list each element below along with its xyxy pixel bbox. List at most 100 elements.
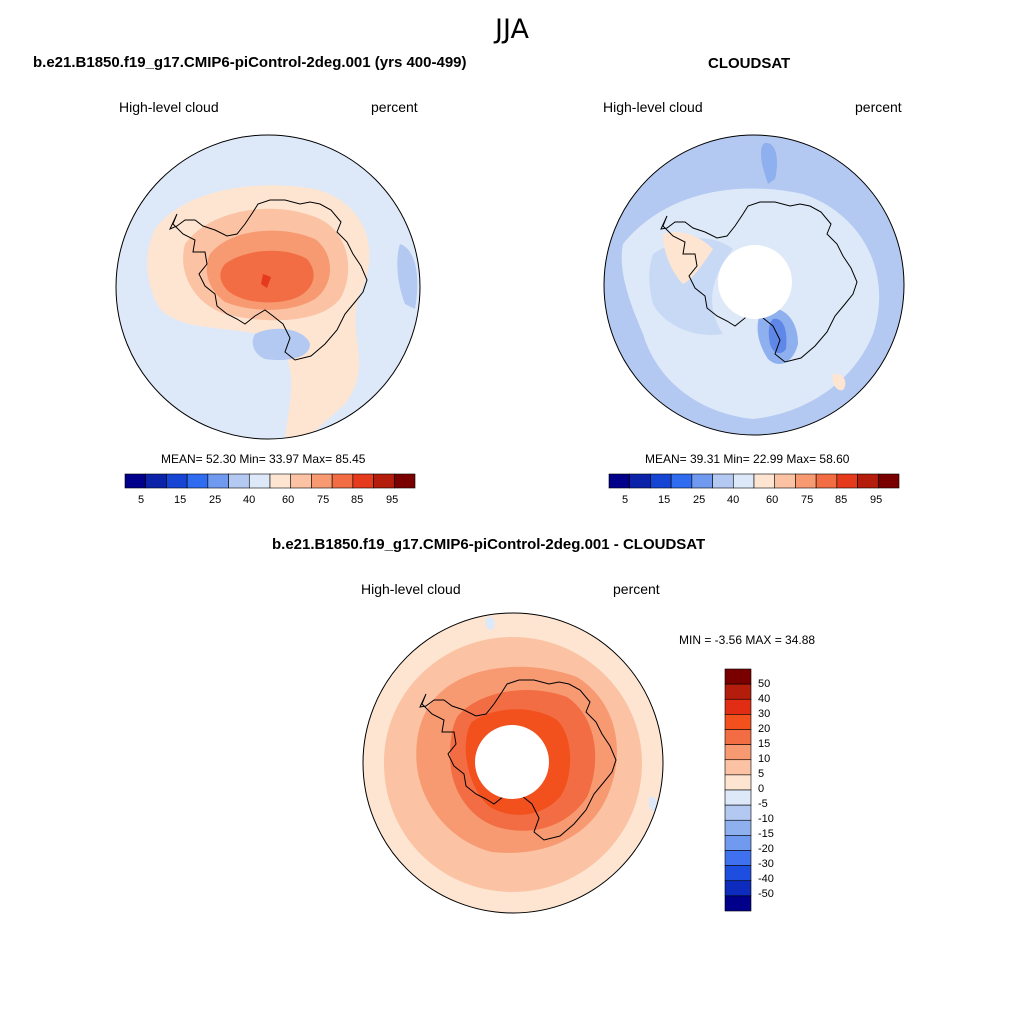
colorbar-swatch — [166, 473, 188, 489]
colorbar-swatch — [795, 473, 817, 489]
model-variable-label: High-level cloud — [119, 99, 219, 115]
diff-cb-label: -20 — [758, 843, 774, 855]
obs-cb-label: 40 — [727, 494, 740, 506]
model-panel-title: b.e21.B1850.f19_g17.CMIP6-piControl-2deg… — [33, 54, 467, 71]
colorbar-swatch — [724, 683, 752, 700]
obs-warm-spot — [832, 373, 846, 391]
colorbar-swatch — [186, 473, 209, 489]
colorbar-swatch — [774, 473, 796, 489]
obs-variable-label: High-level cloud — [603, 99, 703, 115]
model-stats: MEAN= 52.30 Min= 33.97 Max= 85.45 — [161, 452, 366, 466]
colorbar-swatch — [145, 473, 167, 489]
obs-cb-label: 15 — [658, 494, 671, 506]
colorbar-swatch — [724, 789, 752, 806]
model-colorbar — [124, 473, 416, 489]
obs-cb-label: 25 — [693, 494, 706, 506]
model-cb-label: 5 — [138, 494, 145, 506]
diff-cb-label: 5 — [758, 768, 765, 780]
diff-low-spot-east — [648, 796, 658, 812]
model-polar-map — [115, 134, 421, 440]
diff-colorbar — [724, 668, 752, 912]
colorbar-swatch — [724, 714, 752, 730]
colorbar-swatch — [753, 473, 776, 489]
colorbar-swatch — [724, 668, 752, 685]
model-units-label: percent — [371, 99, 418, 115]
diff-low-spot — [485, 616, 495, 630]
colorbar-swatch — [724, 865, 752, 882]
obs-cb-label: 95 — [870, 494, 883, 506]
obs-polar-map — [603, 134, 905, 436]
model-cb-label: 40 — [243, 494, 256, 506]
colorbar-swatch — [724, 850, 752, 866]
colorbar-swatch — [248, 473, 271, 489]
colorbar-swatch — [670, 473, 693, 489]
colorbar-swatch — [290, 473, 312, 489]
obs-cb-label: 85 — [835, 494, 848, 506]
diff-panel-title: b.e21.B1850.f19_g17.CMIP6-piControl-2deg… — [272, 536, 706, 553]
obs-colorbar — [608, 473, 900, 489]
colorbar-swatch — [732, 473, 755, 489]
colorbar-swatch — [877, 473, 900, 489]
diff-missing-data-hole — [475, 725, 549, 799]
colorbar-swatch — [352, 473, 374, 489]
diff-variable-label: High-level cloud — [361, 581, 461, 597]
model-colorbar-labels: 5 15 25 40 60 75 85 95 — [125, 494, 415, 508]
diff-cb-label: -40 — [758, 873, 774, 885]
colorbar-swatch — [724, 880, 752, 897]
obs-low-spot-north — [760, 143, 778, 184]
colorbar-swatch — [269, 473, 292, 489]
diff-cb-label: -5 — [758, 798, 768, 810]
model-cb-label: 95 — [386, 494, 399, 506]
colorbar-swatch — [124, 473, 147, 489]
diff-cb-label: 20 — [758, 723, 771, 735]
colorbar-swatch — [724, 804, 752, 821]
colorbar-swatch — [724, 759, 752, 776]
season-title: JJA — [495, 14, 529, 45]
diff-cb-label: 30 — [758, 708, 771, 720]
colorbar-swatch — [724, 819, 752, 836]
diff-cb-label: -10 — [758, 813, 774, 825]
diff-cb-label: 15 — [758, 738, 771, 750]
colorbar-swatch — [712, 473, 734, 489]
diff-cb-label: 0 — [758, 783, 765, 795]
obs-units-label: percent — [855, 99, 902, 115]
colorbar-swatch — [724, 698, 752, 715]
obs-cb-label: 60 — [766, 494, 779, 506]
model-cb-label: 75 — [317, 494, 330, 506]
diff-cb-label: 40 — [758, 693, 771, 705]
model-cb-label: 60 — [282, 494, 295, 506]
colorbar-swatch — [311, 473, 333, 489]
colorbar-swatch — [207, 473, 229, 489]
diff-cb-label: -50 — [758, 888, 774, 900]
colorbar-swatch — [331, 473, 354, 489]
diff-antarctica-coast — [419, 679, 617, 841]
model-antarctica-coast — [168, 199, 368, 361]
colorbar-swatch — [724, 835, 752, 851]
obs-colorbar-labels: 5 15 25 40 60 75 85 95 — [609, 494, 899, 508]
diff-cb-label: -15 — [758, 828, 774, 840]
model-contour-max — [261, 274, 271, 288]
obs-missing-data-hole — [718, 245, 792, 319]
model-low-patch — [252, 328, 310, 361]
model-cb-label: 85 — [351, 494, 364, 506]
colorbar-swatch — [650, 473, 672, 489]
colorbar-swatch — [724, 895, 752, 912]
diff-cb-label: 50 — [758, 678, 771, 690]
diff-polar-map — [362, 612, 664, 914]
diff-cb-label: 10 — [758, 753, 771, 765]
colorbar-swatch — [608, 473, 631, 489]
colorbar-swatch — [724, 729, 752, 745]
colorbar-swatch — [724, 774, 752, 791]
model-cb-label: 25 — [209, 494, 222, 506]
colorbar-swatch — [724, 744, 752, 761]
obs-antarctica-coast — [660, 201, 858, 363]
diff-colorbar-labels: 50 40 30 20 15 10 5 0 -5 -10 -15 -20 -30… — [758, 669, 798, 911]
colorbar-swatch — [228, 473, 250, 489]
colorbar-swatch — [393, 473, 416, 489]
colorbar-swatch — [836, 473, 858, 489]
diff-stats: MIN = -3.56 MAX = 34.88 — [679, 633, 816, 647]
obs-contour-warm — [663, 232, 713, 284]
obs-cb-label: 5 — [622, 494, 629, 506]
diff-units-label: percent — [613, 581, 660, 597]
colorbar-swatch — [691, 473, 713, 489]
